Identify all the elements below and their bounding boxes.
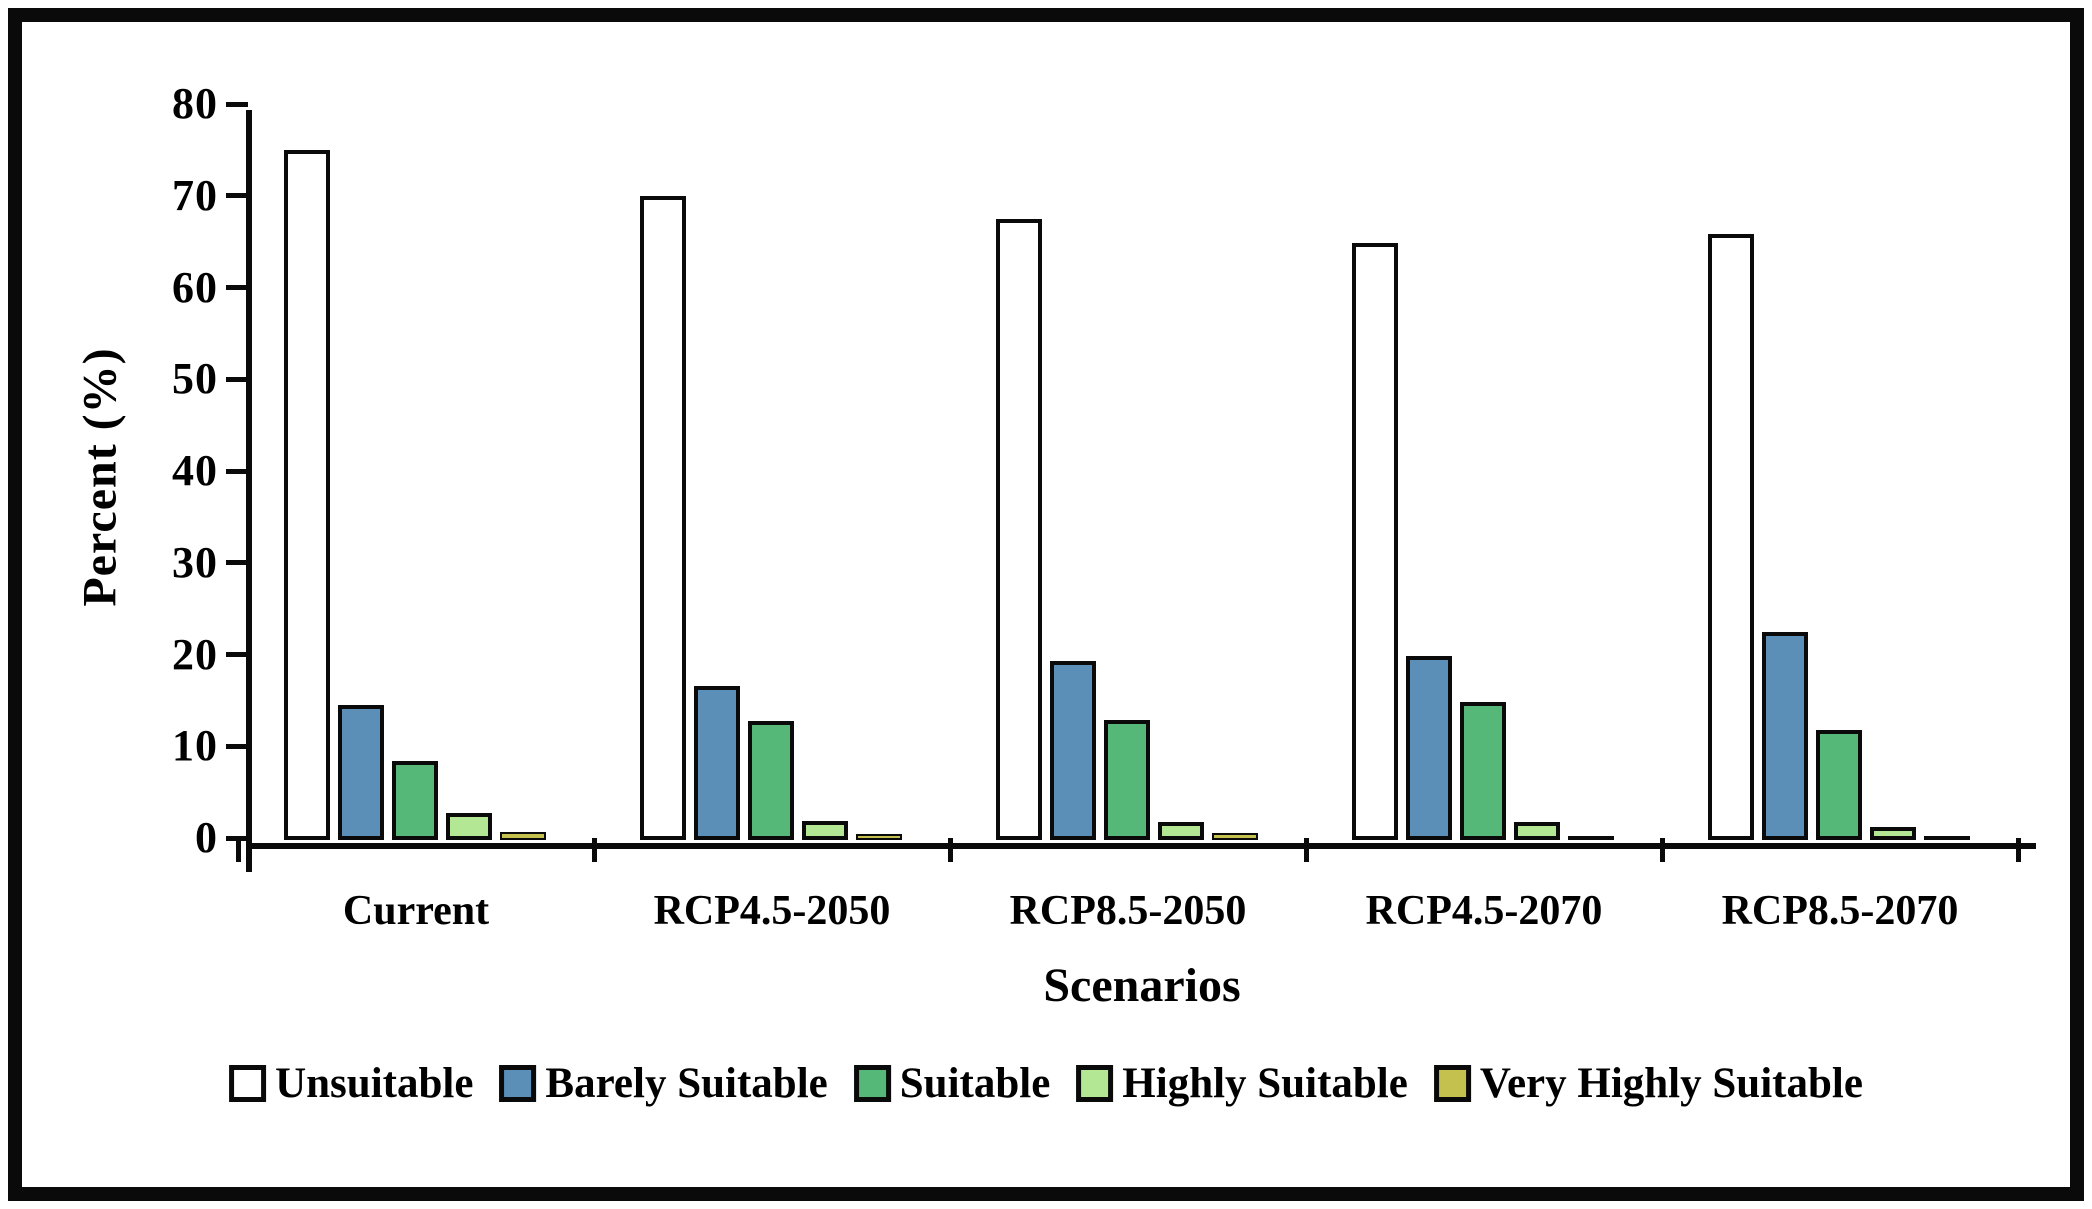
bar-highly-suitable-rcp8-5-2050 <box>1158 822 1204 840</box>
x-tick-1 <box>591 838 597 862</box>
legend-label-highly-suitable: Highly Suitable <box>1122 1060 1408 1107</box>
legend-label-very-highly-suitable: Very Highly Suitable <box>1479 1060 1863 1107</box>
bar-unsuitable-rcp4-5-2070 <box>1352 243 1398 840</box>
y-tick-label-10: 10 <box>172 721 218 771</box>
figure-border: Percent (%) 0 10 20 30 40 50 60 70 80 Current RCP… <box>8 8 2084 1201</box>
bar-barely-suitable-rcp8-5-2050 <box>1050 661 1096 840</box>
y-tick-30 <box>226 560 248 566</box>
bar-highly-suitable-rcp8-5-2070 <box>1870 827 1916 840</box>
legend-item-unsuitable: Unsuitable <box>229 1062 473 1105</box>
bar-barely-suitable-rcp4-5-2050 <box>694 686 740 840</box>
legend-item-highly-suitable: Highly Suitable <box>1076 1062 1408 1105</box>
bar-barely-suitable-rcp4-5-2070 <box>1406 656 1452 840</box>
x-tick-4 <box>1659 838 1665 862</box>
bar-very-highly-suitable-rcp4-5-2070 <box>1568 836 1614 840</box>
bar-unsuitable-rcp8-5-2070 <box>1708 234 1754 840</box>
y-tick-label-60: 60 <box>172 262 218 312</box>
bar-very-highly-suitable-rcp4-5-2050 <box>856 834 902 840</box>
y-tick-50 <box>226 376 248 382</box>
legend-swatch-unsuitable <box>229 1065 267 1102</box>
x-tick-2 <box>947 838 953 862</box>
legend-swatch-very-highly-suitable <box>1433 1065 1471 1102</box>
legend-label-suitable: Suitable <box>899 1060 1051 1107</box>
y-axis-line <box>246 110 252 872</box>
bar-unsuitable-rcp8-5-2050 <box>996 219 1042 840</box>
legend: Unsuitable Barely Suitable Suitable Highly … <box>229 1062 1863 1105</box>
y-tick-label-40: 40 <box>172 446 218 495</box>
bar-very-highly-suitable-rcp8-5-2070 <box>1924 836 1970 840</box>
bar-very-highly-suitable-rcp8-5-2050 <box>1212 833 1258 840</box>
bar-barely-suitable-rcp8-5-2070 <box>1762 632 1808 840</box>
legend-label-barely-suitable: Barely Suitable <box>545 1060 828 1107</box>
legend-item-very-highly-suitable: Very Highly Suitable <box>1433 1060 1863 1107</box>
x-category-label-rcp8-5-2050: RCP8.5-2050 <box>1009 888 1247 934</box>
x-category-label-current: Current <box>342 888 490 934</box>
x-tick-3 <box>1303 838 1309 862</box>
bar-suitable-rcp4-5-2050 <box>748 721 794 840</box>
bar-suitable-rcp4-5-2070 <box>1460 702 1506 840</box>
bar-barely-suitable-current <box>338 705 384 840</box>
bar-highly-suitable-current <box>446 813 492 840</box>
bar-very-highly-suitable-current <box>500 832 546 840</box>
y-tick-label-30: 30 <box>172 537 218 587</box>
legend-swatch-highly-suitable <box>1076 1065 1114 1102</box>
y-tick-20 <box>226 652 248 657</box>
y-tick-label-80: 80 <box>172 79 218 128</box>
y-tick-label-50: 50 <box>172 354 218 404</box>
legend-item-barely-suitable: Barely Suitable <box>499 1060 828 1107</box>
x-category-label-rcp4-5-2070: RCP4.5-2070 <box>1365 888 1603 934</box>
y-tick-label-0: 0 <box>195 813 218 862</box>
x-axis-title: Scenarios <box>1043 959 1241 1012</box>
y-tick-70 <box>226 193 248 199</box>
y-tick-80 <box>226 101 248 107</box>
x-tick-5 <box>2015 838 2021 862</box>
x-tick-0 <box>235 838 241 862</box>
y-tick-10 <box>226 743 248 749</box>
bar-highly-suitable-rcp4-5-2050 <box>802 821 848 840</box>
x-axis-line <box>246 843 2036 849</box>
bar-suitable-rcp8-5-2070 <box>1816 730 1862 840</box>
legend-label-unsuitable: Unsuitable <box>275 1060 474 1107</box>
bar-highly-suitable-rcp4-5-2070 <box>1514 822 1560 840</box>
x-category-label-rcp4-5-2050: RCP4.5-2050 <box>653 888 891 934</box>
y-tick-40 <box>226 468 248 474</box>
bar-unsuitable-rcp4-5-2050 <box>640 196 686 840</box>
y-tick-label-70: 70 <box>172 170 218 220</box>
legend-item-suitable: Suitable <box>853 1060 1051 1107</box>
y-tick-60 <box>226 285 248 290</box>
bar-suitable-current <box>392 761 438 840</box>
y-tick-label-20: 20 <box>172 629 218 679</box>
x-category-label-rcp8-5-2070: RCP8.5-2070 <box>1721 888 1959 934</box>
bar-suitable-rcp8-5-2050 <box>1104 720 1150 840</box>
bar-unsuitable-current <box>284 150 330 840</box>
legend-swatch-suitable <box>853 1065 891 1102</box>
legend-swatch-barely-suitable <box>499 1065 537 1102</box>
